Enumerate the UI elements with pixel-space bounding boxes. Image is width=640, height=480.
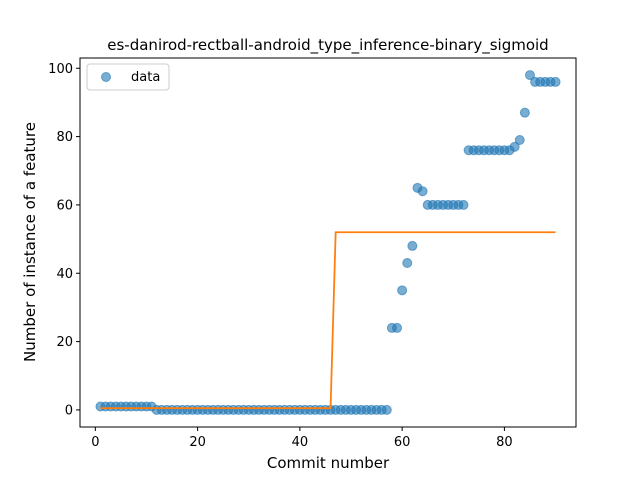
- data-point: [519, 107, 530, 118]
- plot-frame: [79, 57, 577, 428]
- y-tick-label: 40: [56, 267, 73, 282]
- y-tick-label: 100: [48, 62, 73, 77]
- data-point: [392, 322, 403, 333]
- data-point: [397, 285, 408, 296]
- x-tick-label: 20: [189, 435, 206, 450]
- data-point: [458, 199, 469, 210]
- data-point: [509, 141, 520, 152]
- y-axis-label: Number of instance of a feature: [21, 122, 39, 362]
- x-tick-label: 60: [394, 435, 411, 450]
- y-tick-label: 0: [65, 403, 73, 418]
- x-tick-label: 80: [496, 435, 513, 450]
- y-tick-label: 80: [56, 130, 73, 145]
- chart-title: es-danirod-rectball-android_type_inferen…: [107, 36, 548, 55]
- y-axis-ticks: 0 20 40 60 80 100: [48, 62, 80, 418]
- data-point: [550, 76, 561, 87]
- legend-box: [86, 63, 170, 91]
- legend: data: [86, 63, 170, 91]
- legend-marker-data: [101, 72, 111, 82]
- data-point: [402, 258, 413, 268]
- plot-marks: [95, 70, 561, 415]
- x-axis-ticks: 0 20 40 60 80: [91, 427, 513, 450]
- data-point: [514, 135, 525, 145]
- x-tick-label: 0: [91, 435, 99, 450]
- legend-label-data: data: [131, 70, 160, 85]
- data-point: [407, 240, 418, 251]
- y-tick-label: 20: [56, 335, 73, 350]
- x-axis-label: Commit number: [267, 454, 390, 472]
- fit-line: [100, 231, 556, 410]
- x-tick-label: 40: [292, 435, 309, 450]
- data-point: [381, 404, 392, 415]
- y-tick-label: 60: [56, 198, 73, 213]
- data-point: [524, 70, 535, 81]
- data-point: [417, 186, 428, 197]
